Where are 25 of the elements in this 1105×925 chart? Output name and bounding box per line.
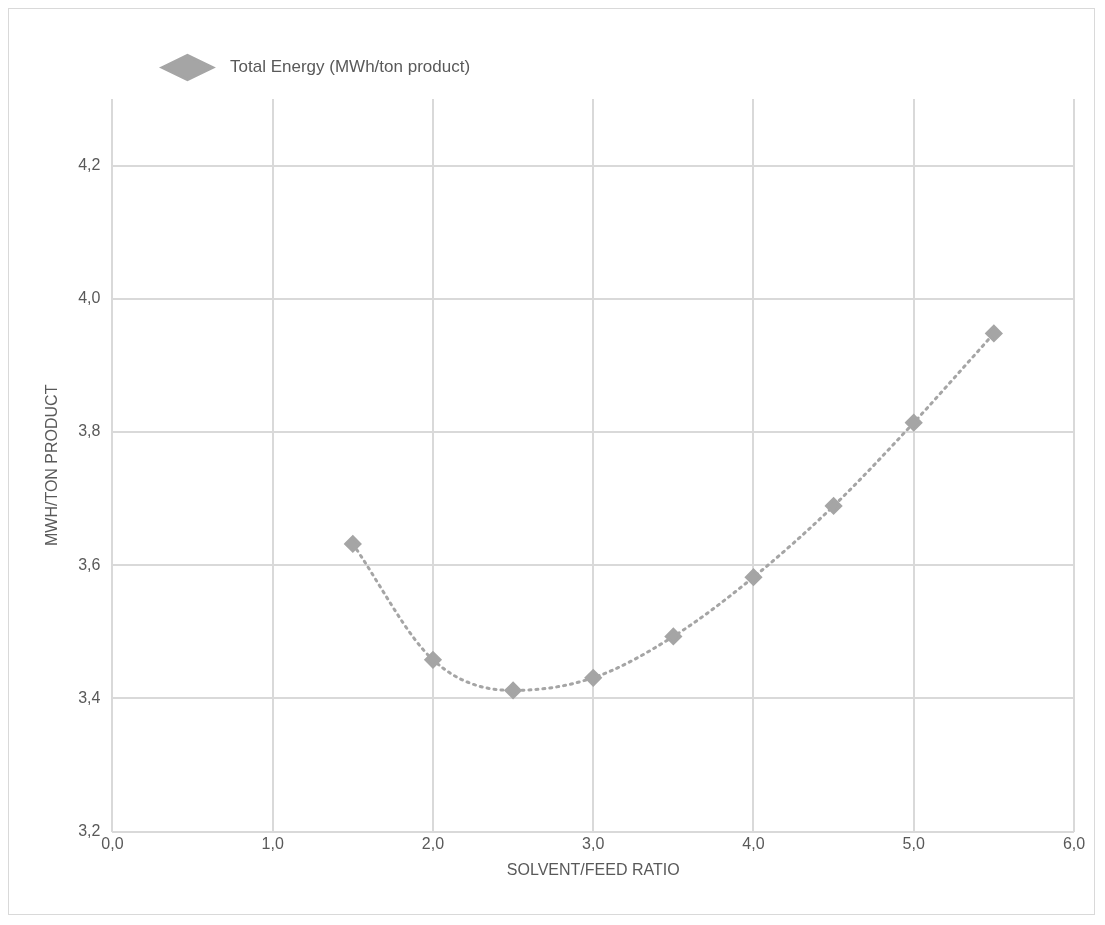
x-tick-label: 4,0 <box>742 834 765 852</box>
x-tick-label: 5,0 <box>902 834 925 852</box>
x-tick-label: 2,0 <box>421 834 445 852</box>
y-tick-label: 4,0 <box>78 289 101 307</box>
point <box>744 568 762 586</box>
y-axis-title: MWH/TON PRODUCT <box>43 384 61 547</box>
x-axis-title: SOLVENT/FEED RATIO <box>506 860 680 878</box>
point <box>825 497 843 515</box>
point <box>905 414 923 432</box>
y-tick-label: 3,2 <box>78 822 101 840</box>
x-tick-label: 6,0 <box>1062 834 1086 852</box>
point <box>504 681 522 699</box>
legend-label: Total Energy (MWh/ton product) <box>220 57 471 77</box>
y-tick-label: 3,8 <box>78 422 101 440</box>
point <box>584 669 602 687</box>
point <box>664 627 682 645</box>
point <box>985 324 1003 342</box>
y-tick-label: 4,2 <box>78 156 101 174</box>
x-tick-label: 3,0 <box>582 834 605 852</box>
y-tick-label: 3,6 <box>78 555 101 573</box>
point <box>344 535 362 553</box>
x-tick-label: 0,0 <box>101 834 124 852</box>
point <box>424 651 442 669</box>
x-tick-label: 1,0 <box>261 834 284 852</box>
y-tick-label: 3,4 <box>78 688 101 706</box>
